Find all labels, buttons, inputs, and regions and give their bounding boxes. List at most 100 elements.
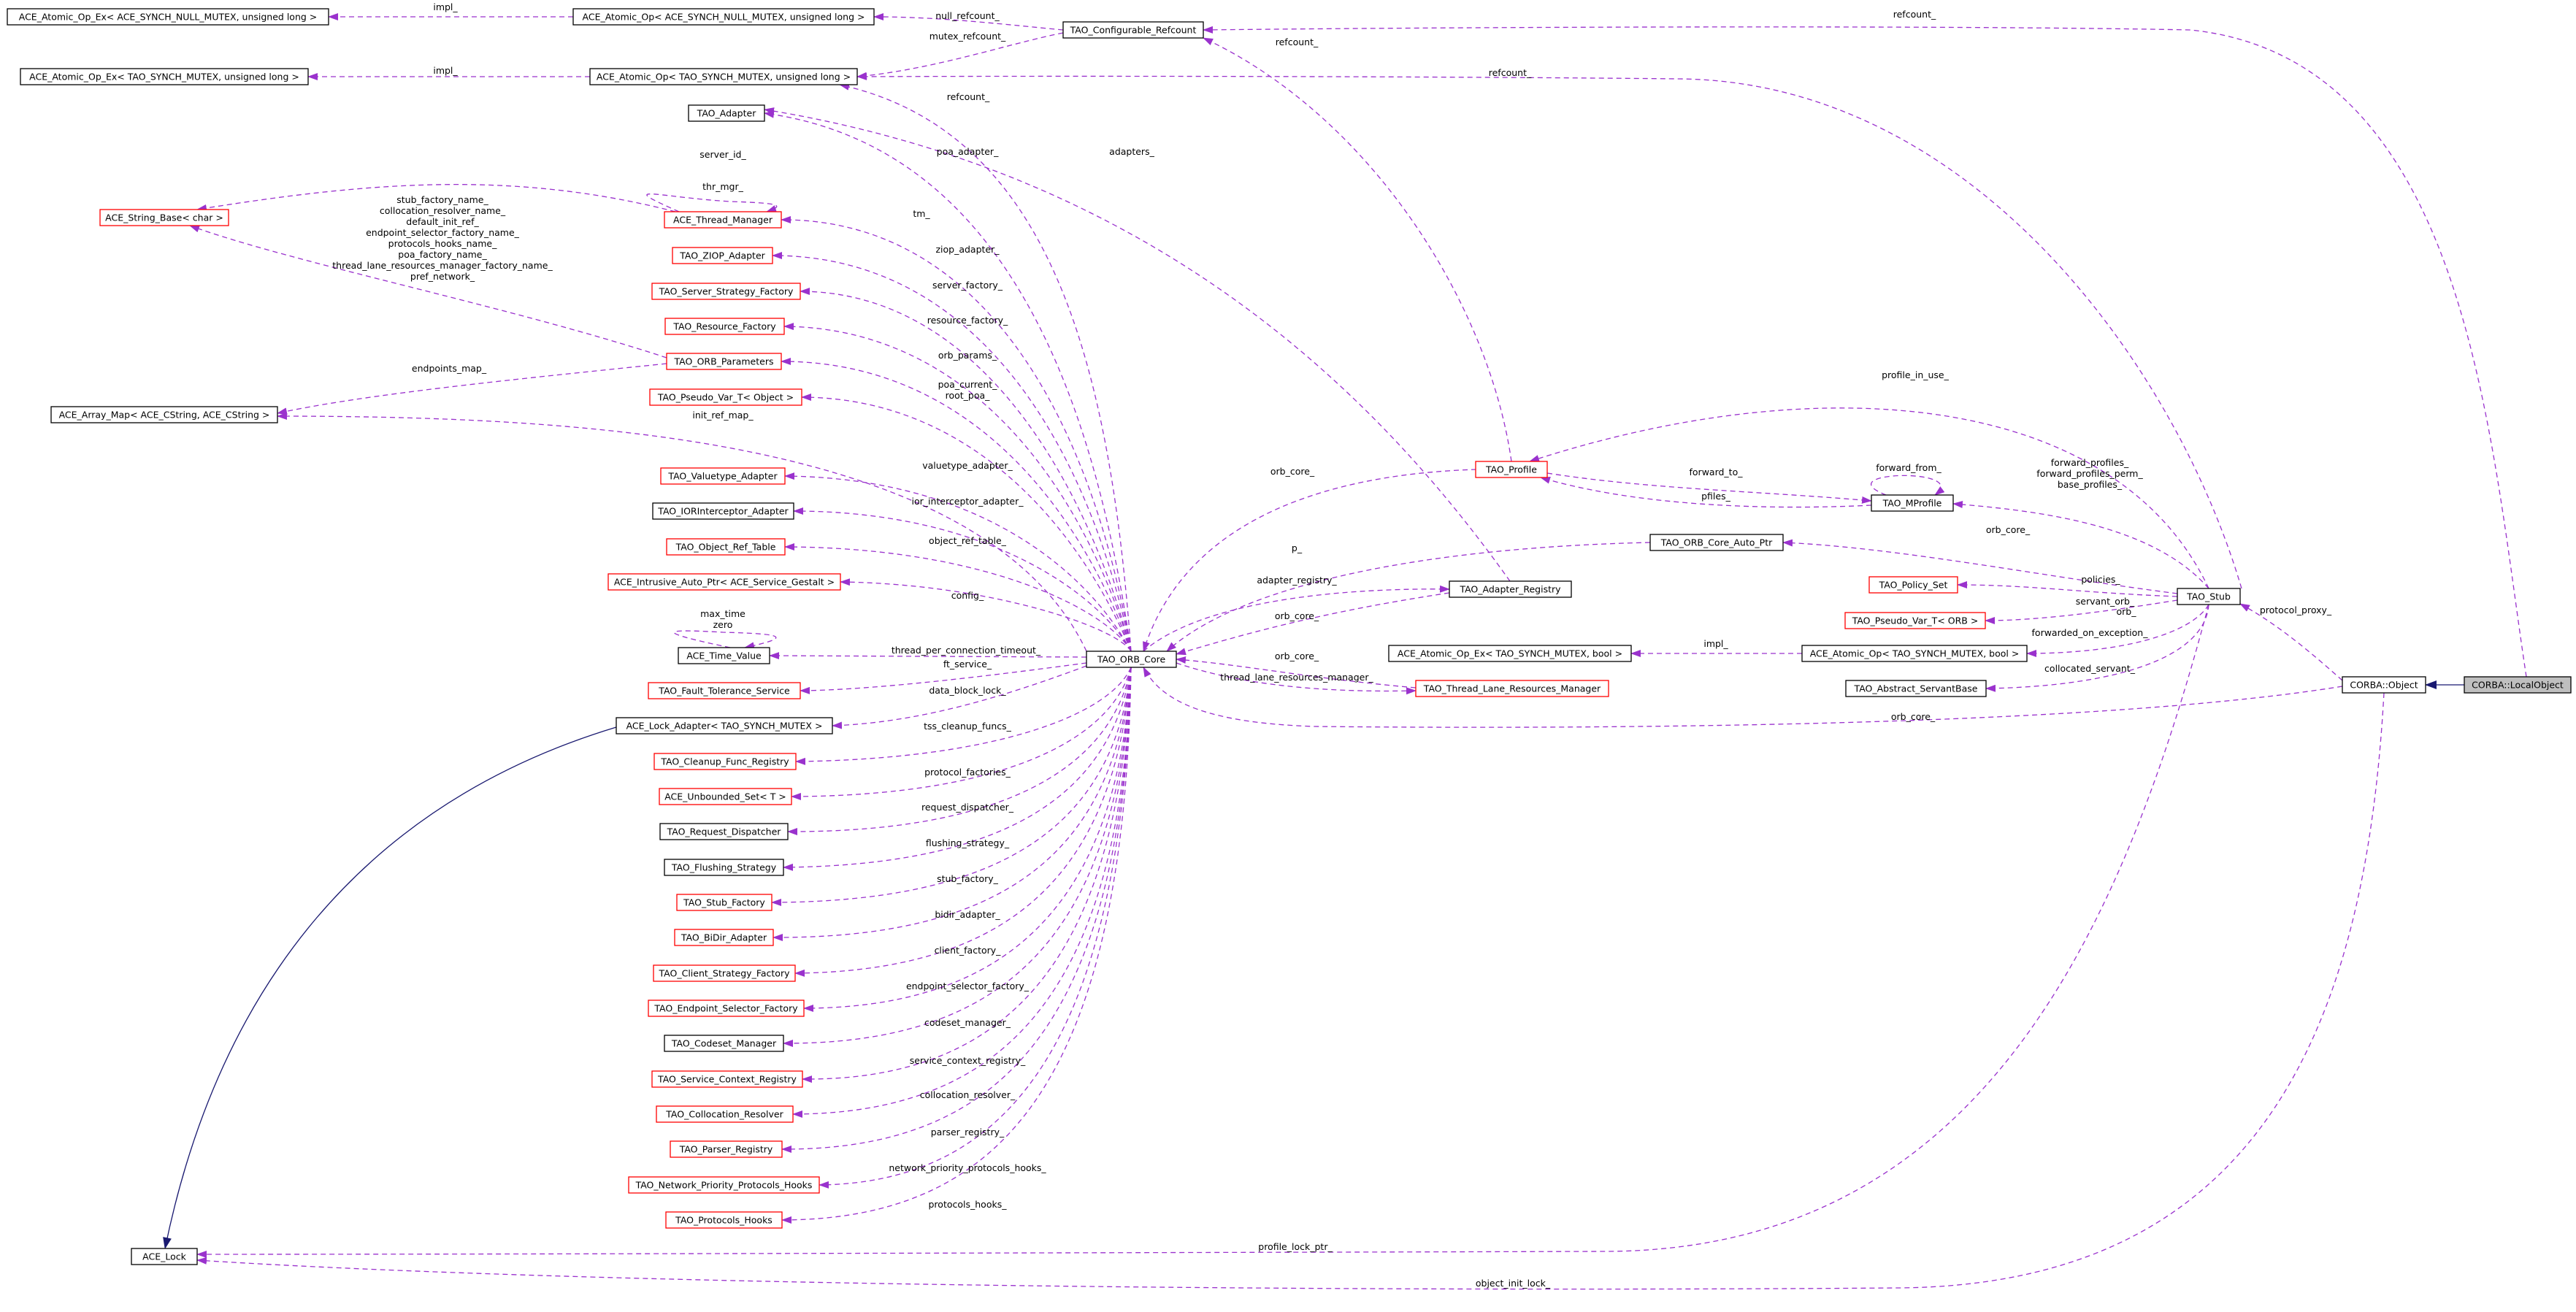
class-label: ACE_Atomic_Op< ACE_SYNCH_NULL_MUTEX, uns… [583, 12, 865, 23]
class-node-tao-orb-core[interactable]: TAO_ORB_Core [1086, 651, 1177, 668]
class-box [1649, 534, 1784, 551]
class-node-tao-configurable-refcount[interactable]: TAO_Configurable_Refcount [1062, 21, 1204, 39]
class-box [628, 1176, 820, 1194]
edge-label-el-thread-per-connection-timeout: thread_per_connection_timeout_ [892, 645, 1041, 656]
edge-label-el-adapter-registry: adapter_registry_ [1257, 575, 1337, 586]
dependency-edge-26 [787, 667, 1132, 836]
edge-label-el-policies: policies_ [2081, 574, 2120, 585]
dependency-edge-28 [771, 667, 1132, 906]
edge-label-el-flushing-strategy: flushing_strategy_ [926, 837, 1010, 848]
class-label: TAO_Profile [1485, 464, 1537, 475]
dependency-edge-57 [1176, 662, 1417, 695]
edge-label-el-impl-1: impl_ [433, 1, 458, 12]
edge-label-el-collocation-resolver: collocation_resolver_ [920, 1089, 1016, 1100]
class-node-corba-object[interactable]: CORBA::Object [2342, 676, 2426, 694]
class-node-tao-collocation-resolver[interactable]: TAO_Collocation_Resolver [656, 1105, 794, 1123]
class-box [1086, 651, 1177, 668]
class-node-tao-ziop-adapter[interactable]: TAO_ZIOP_Adapter [672, 247, 773, 264]
dependency-edge-29 [773, 667, 1132, 942]
class-node-ace-intrusive-auto-ptr[interactable]: ACE_Intrusive_Auto_Ptr< ACE_Service_Gest… [607, 573, 841, 591]
class-node-corba-localobject[interactable]: CORBA::LocalObject [2464, 676, 2572, 694]
class-node-ace-string-base[interactable]: ACE_String_Base< char > [99, 209, 229, 226]
class-node-tao-bidir-adapter[interactable]: TAO_BiDir_Adapter [674, 929, 774, 946]
class-node-tao-adapter[interactable]: TAO_Adapter [688, 104, 765, 122]
class-node-tao-orb-core-auto-ptr[interactable]: TAO_ORB_Core_Auto_Ptr [1649, 534, 1784, 551]
class-node-tao-fault-tolerance-service[interactable]: TAO_Fault_Tolerance_Service [648, 682, 801, 699]
dependency-edge-56 [1176, 656, 1417, 688]
class-node-tao-pseudo-var-object[interactable]: TAO_Pseudo_Var_T< Object > [649, 388, 802, 406]
class-node-tao-cleanup-func-registry[interactable]: TAO_Cleanup_Func_Registry [653, 753, 797, 770]
dependency-edge-59 [2026, 604, 2209, 657]
class-node-tao-object-ref-table[interactable]: TAO_Object_Ref_Table [666, 538, 786, 556]
class-node-tao-flushing-strategy[interactable]: TAO_Flushing_Strategy [664, 859, 784, 876]
class-node-tao-stub-factory[interactable]: TAO_Stub_Factory [676, 894, 773, 911]
class-node-ace-unbounded-set[interactable]: ACE_Unbounded_Set< T > [659, 788, 792, 805]
class-node-tao-valuetype-adapter[interactable]: TAO_Valuetype_Adapter [660, 467, 786, 485]
class-node-ace-ao-synch[interactable]: ACE_Atomic_Op< TAO_SYNCH_MUTEX, unsigned… [589, 68, 858, 85]
class-node-tao-request-dispatcher[interactable]: TAO_Request_Dispatcher [659, 823, 789, 840]
edge-label-el-ior-interceptor-adapter: ior_interceptor_adapter_ [912, 496, 1024, 507]
class-box [1868, 576, 1958, 594]
class-node-ace-ao-bool[interactable]: ACE_Atomic_Op< TAO_SYNCH_MUTEX, bool > [1801, 645, 2028, 662]
class-node-ace-aoe-bool[interactable]: ACE_Atomic_Op_Ex< TAO_SYNCH_MUTEX, bool … [1388, 645, 1632, 662]
edge-label-el-mutex-refcount: mutex_refcount_ [929, 31, 1006, 42]
dependency-edge-18 [793, 507, 1132, 652]
class-node-ace-time-value[interactable]: ACE_Time_Value [678, 647, 770, 664]
class-node-tao-server-strategy-factory[interactable]: TAO_Server_Strategy_Factory [651, 283, 801, 300]
class-node-tao-mprofile[interactable]: TAO_MProfile [1871, 494, 1954, 512]
edge-label-el-thread-lane-resources-manager: thread_lane_resources_manager_ [1220, 672, 1373, 683]
class-node-tao-pseudo-var-orb[interactable]: TAO_Pseudo_Var_T< ORB > [1844, 612, 1986, 629]
class-node-tao-client-strategy-factory[interactable]: TAO_Client_Strategy_Factory [653, 964, 796, 982]
class-label: TAO_Parser_Registry [679, 1144, 773, 1155]
edge-label-el-impl-2: impl_ [433, 65, 458, 76]
class-node-tao-ior-interceptor-adapter[interactable]: TAO_IORInterceptor_Adapter [652, 502, 794, 520]
class-node-tao-resource-factory[interactable]: TAO_Resource_Factory [664, 318, 785, 335]
dependency-edge-3 [856, 32, 1064, 80]
edge-label-el-root-poa: root_poa_ [946, 390, 991, 401]
class-node-tao-network-priority-protocols-hooks[interactable]: TAO_Network_Priority_Protocols_Hooks [628, 1176, 820, 1194]
dependency-edge-13 [800, 288, 1132, 652]
edge-label-el-network-priority-protocols-hooks: network_priority_protocols_hooks_ [889, 1162, 1046, 1173]
class-label: TAO_Request_Dispatcher [667, 826, 782, 837]
class-node-tao-stub[interactable]: TAO_Stub [2177, 588, 2241, 605]
class-label: TAO_Configurable_Refcount [1070, 25, 1197, 36]
dependency-edge-5 [856, 72, 2242, 589]
class-node-tao-orb-parameters[interactable]: TAO_ORB_Parameters [666, 353, 782, 370]
class-box [589, 68, 858, 85]
class-label: TAO_MProfile [1882, 498, 1942, 509]
edge-label-el-adapters: adapters_ [1109, 146, 1154, 157]
class-node-tao-thread-lane-resources-manager[interactable]: TAO_Thread_Lane_Resources_Manager [1415, 680, 1609, 697]
class-node-ace-array-map[interactable]: ACE_Array_Map< ACE_CString, ACE_CString … [50, 406, 278, 423]
edge-label-el-strparams-3: default_init_ref_ [406, 216, 479, 227]
class-box [660, 467, 786, 485]
class-node-ace-lock-adapter[interactable]: ACE_Lock_Adapter< TAO_SYNCH_MUTEX > [616, 717, 833, 734]
class-node-ace-aoe-null[interactable]: ACE_Atomic_Op_Ex< ACE_SYNCH_NULL_MUTEX, … [7, 8, 329, 26]
class-node-tao-service-context-registry[interactable]: TAO_Service_Context_Registry [651, 1070, 803, 1088]
class-node-tao-parser-registry[interactable]: TAO_Parser_Registry [670, 1140, 783, 1158]
class-node-tao-endpoint-selector-factory[interactable]: TAO_Endpoint_Selector_Factory [648, 1000, 805, 1017]
class-box [670, 1140, 783, 1158]
class-node-tao-codeset-manager[interactable]: TAO_Codeset_Manager [664, 1035, 784, 1052]
class-node-tao-protocols-hooks[interactable]: TAO_Protocols_Hooks [665, 1211, 783, 1229]
edge-label-el-strparams-6: poa_factory_name_ [398, 249, 487, 260]
class-node-tao-adapter-registry[interactable]: TAO_Adapter_Registry [1449, 580, 1572, 598]
class-label: TAO_Adapter_Registry [1459, 584, 1561, 595]
class-node-ace-aoe-synch[interactable]: ACE_Atomic_Op_Ex< TAO_SYNCH_MUTEX, unsig… [20, 68, 309, 85]
class-box [649, 388, 802, 406]
edge-label-layer: impl_ null_refcount_ refcount_ impl_ mutex_r… [332, 1, 2332, 1289]
dependency-edge-19 [784, 543, 1132, 652]
class-box [678, 647, 770, 664]
class-node-ace-lock[interactable]: ACE_Lock [131, 1248, 198, 1265]
class-node-ace-thread-manager[interactable]: ACE_Thread_Manager [664, 211, 782, 229]
dependency-edge-33 [802, 667, 1132, 1083]
class-node-ace-ao-null[interactable]: ACE_Atomic_Op< ACE_SYNCH_NULL_MUTEX, uns… [572, 8, 875, 26]
class-box [7, 8, 329, 26]
class-box [1388, 645, 1632, 662]
edge-label-el-server-factory: server_factory_ [932, 280, 1003, 291]
class-node-tao-abstract-servantbase[interactable]: TAO_Abstract_ServantBase [1845, 680, 1987, 697]
edge-label-el-strparams-5: protocols_hooks_name_ [388, 238, 497, 249]
edge-label-el-protocol-factories: protocol_factories_ [924, 767, 1011, 778]
class-label: ACE_String_Base< char > [105, 212, 223, 223]
class-node-tao-profile[interactable]: TAO_Profile [1475, 461, 1548, 478]
class-node-tao-policy-set[interactable]: TAO_Policy_Set [1868, 576, 1958, 594]
